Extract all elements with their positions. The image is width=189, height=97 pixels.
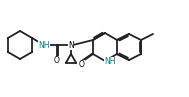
Text: O: O	[54, 56, 60, 65]
Text: N: N	[68, 41, 74, 49]
Text: O: O	[79, 60, 85, 69]
Text: NH: NH	[104, 58, 116, 67]
Text: NH: NH	[38, 41, 50, 49]
